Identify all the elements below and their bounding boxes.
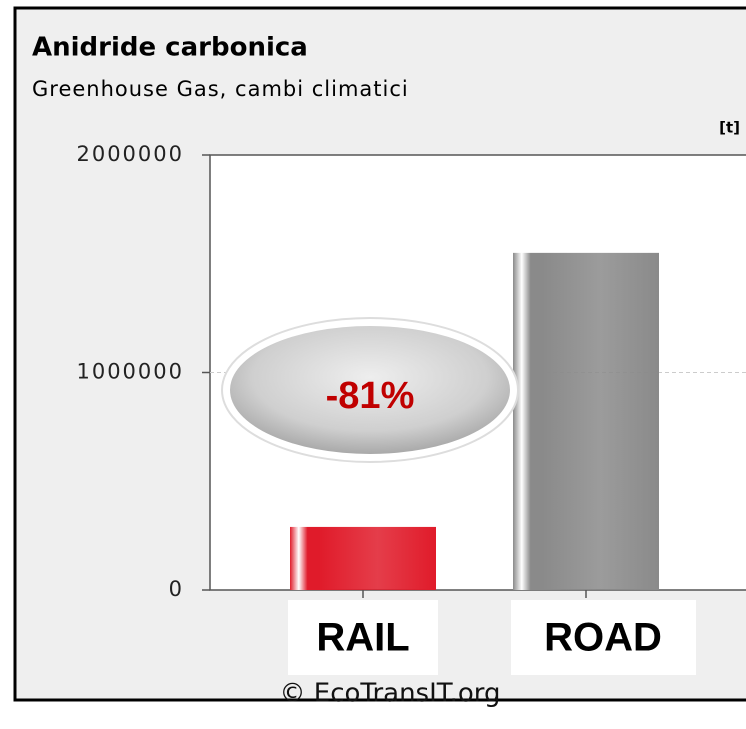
chart-title: Anidride carbonica [32, 33, 308, 63]
marks: 0 1000000 2000000 RAIL ROAD [76, 142, 746, 675]
x-tick-label: RAIL [316, 616, 409, 660]
y-tick-label: 1000000 [76, 360, 184, 384]
footer: © EcoTransIT.org [280, 679, 501, 709]
annotation: -81% [326, 375, 415, 417]
annotation-bubble [230, 326, 510, 454]
bar [513, 252, 659, 590]
y-tick-label: 2000000 [76, 142, 184, 166]
x-tick-label: ROAD [544, 616, 662, 660]
x-label-box [511, 600, 696, 675]
bar [290, 526, 436, 590]
chart-subtitle: Greenhouse Gas, cambi climatici [32, 77, 409, 101]
unit-label: [t] [719, 119, 740, 137]
x-label-box [288, 600, 438, 675]
y-tick-label: 0 [169, 577, 184, 601]
